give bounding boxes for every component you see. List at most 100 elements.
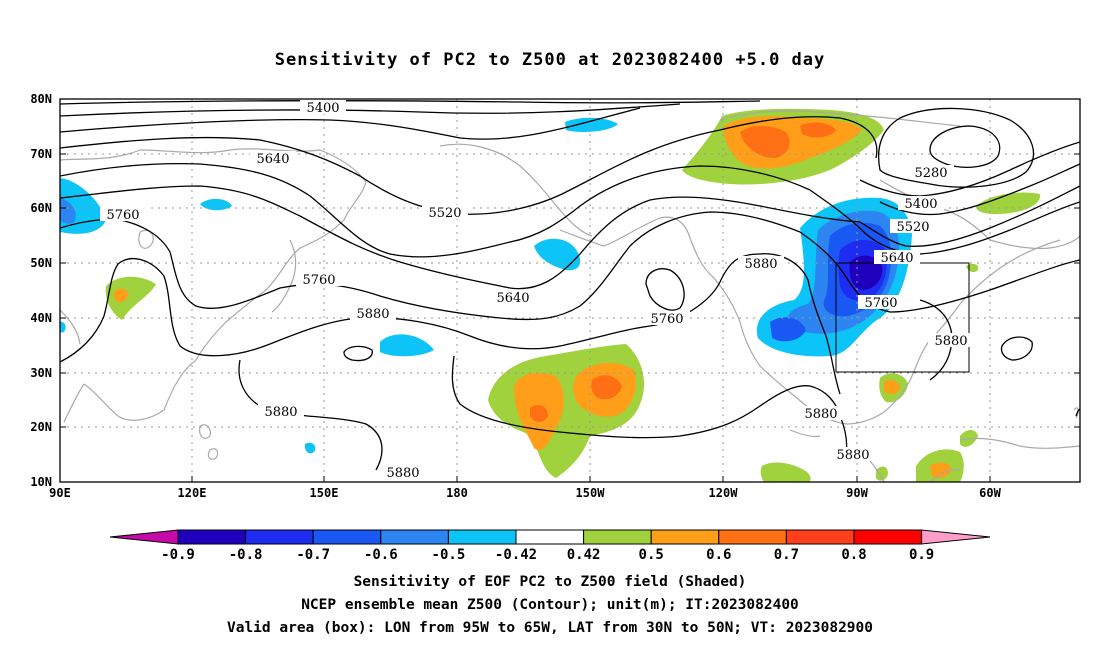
shading-positive — [976, 192, 1041, 214]
z500-contours — [60, 100, 1080, 471]
shading-negative — [565, 117, 618, 132]
contour-label-group: 5400 5640 5760 5520 5640 5760 5880 5880 … — [100, 100, 974, 481]
colorbar-segment — [312, 529, 382, 545]
colorbar-low-end — [109, 529, 179, 545]
colorbar-tick-label: 0.7 — [774, 547, 799, 563]
contour-label: 5880 — [928, 333, 974, 349]
svg-text:5760: 5760 — [106, 208, 139, 223]
colorbar-tick-label: 0.8 — [841, 547, 866, 563]
shading-positive — [876, 466, 888, 481]
shading-positive — [530, 405, 548, 422]
svg-text:5640: 5640 — [496, 291, 529, 306]
shading-negative — [200, 198, 232, 211]
svg-text:5880: 5880 — [386, 466, 419, 481]
lat-label: 50N — [30, 256, 52, 270]
colorbar-tick-label: -0.6 — [364, 547, 398, 563]
colorbar-tick-label: 0.6 — [706, 547, 731, 563]
lat-label: 80N — [30, 92, 52, 106]
shading-negative — [380, 334, 434, 357]
colorbar-tick-label: -0.7 — [296, 547, 330, 563]
lon-label: 120W — [709, 486, 739, 500]
svg-text:5400: 5400 — [306, 101, 339, 116]
lat-label: 70N — [30, 147, 52, 161]
contour-label: 5760 — [100, 207, 146, 223]
svg-text:5880: 5880 — [264, 405, 297, 420]
contour-label: 5760 — [296, 272, 342, 288]
contour-label: 5400 — [300, 100, 346, 116]
lat-labels: 80N 70N 60N 50N 40N 30N 20N 10N — [30, 92, 52, 489]
colorbar-segment — [650, 529, 720, 545]
colorbar-segment — [853, 529, 923, 545]
shading-positive — [930, 462, 952, 478]
colorbar-segment — [447, 529, 517, 545]
colorbar-segment — [718, 529, 787, 545]
colorbar-segment — [583, 529, 652, 545]
svg-text:5520: 5520 — [428, 206, 461, 221]
lon-label: 60W — [979, 486, 1001, 500]
lat-label: 30N — [30, 366, 52, 380]
coastlines — [60, 110, 1080, 482]
contour-label: 5760 — [858, 295, 904, 311]
lon-label: 120E — [178, 486, 207, 500]
shading-positive — [800, 122, 836, 138]
svg-text:5760: 5760 — [302, 273, 335, 288]
shading-positive — [591, 375, 622, 400]
lat-label: 10N — [30, 475, 52, 489]
caption-line-2: NCEP ensemble mean Z500 (Contour); unit(… — [301, 597, 799, 613]
colorbar-tick-label: 0.9 — [909, 547, 934, 563]
colorbar-segment — [785, 529, 855, 545]
colorbar-segment — [245, 529, 314, 545]
svg-text:5880: 5880 — [804, 407, 837, 422]
shading-positive — [114, 288, 128, 303]
colorbar-segment — [380, 529, 449, 545]
lat-label: 60N — [30, 201, 52, 215]
contour-label: 5400 — [898, 196, 944, 212]
shading-positive — [884, 380, 900, 395]
map-title: Sensitivity of PC2 to Z500 at 2023082400… — [274, 50, 826, 70]
contour-label: 5760 — [644, 311, 690, 327]
shading-negative — [304, 442, 316, 454]
svg-text:5760: 5760 — [864, 296, 897, 311]
contour-label: 5520 — [890, 219, 936, 235]
lat-label: 20N — [30, 420, 52, 434]
lon-label: 90W — [846, 486, 868, 500]
contour-label: 5880 — [798, 406, 844, 422]
contour-label: 5640 — [250, 151, 296, 167]
svg-text:5520: 5520 — [896, 220, 929, 235]
colorbar-tick-label: -0.9 — [161, 547, 195, 563]
shading-positive — [966, 263, 979, 273]
shading-positive — [740, 126, 790, 158]
svg-text:5880: 5880 — [934, 334, 967, 349]
colorbar-segment — [515, 529, 585, 545]
colorbar-tick-label: -0.42 — [495, 547, 537, 563]
svg-text:5280: 5280 — [914, 166, 947, 181]
caption-line-1: Sensitivity of EOF PC2 to Z500 field (Sh… — [353, 574, 747, 590]
colorbar-tick-label: -0.8 — [229, 547, 263, 563]
contour-label: 5280 — [908, 165, 954, 181]
lon-label: 150E — [310, 486, 339, 500]
contour-label: 5880 — [380, 465, 426, 481]
colorbar-tick-label: -0.5 — [432, 547, 466, 563]
lon-label: 90E — [49, 486, 71, 500]
shading-positive — [760, 462, 811, 482]
shading-negative — [770, 317, 806, 342]
map-frame — [59, 98, 1081, 483]
svg-text:5400: 5400 — [904, 197, 937, 212]
colorbar-segment — [177, 529, 247, 545]
lon-label: 150W — [576, 486, 606, 500]
contour-label: 5880 — [258, 404, 304, 420]
lon-labels: 90E 120E 150E 180 150W 120W 90W 60W — [49, 486, 1001, 500]
colorbar: -0.9 -0.8 -0.7 -0.6 -0.5 -0.42 0.42 0.5 0.6 0.7 0.… — [109, 529, 991, 563]
lat-label: 40N — [30, 311, 52, 325]
colorbar-tick-label: 0.5 — [639, 547, 664, 563]
shading-negative — [60, 321, 66, 333]
svg-text:5640: 5640 — [256, 152, 289, 167]
svg-text:5640: 5640 — [880, 251, 913, 266]
shading-negative — [849, 255, 883, 290]
axis-ticks — [60, 98, 1080, 482]
contour-label: 5640 — [874, 250, 920, 266]
contour-label: 5520 — [422, 205, 468, 221]
caption-line-3: Valid area (box): LON from 95W to 65W, L… — [226, 620, 873, 636]
svg-text:5760: 5760 — [650, 312, 683, 327]
